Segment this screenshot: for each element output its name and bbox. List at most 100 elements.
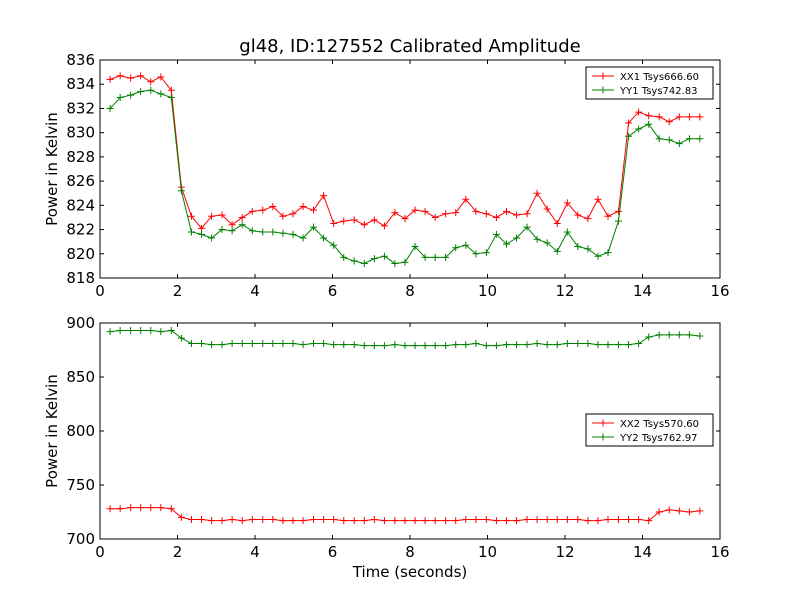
data-point xyxy=(157,73,165,81)
data-point xyxy=(696,113,704,121)
data-point xyxy=(584,340,592,348)
data-point xyxy=(462,241,470,249)
data-point xyxy=(167,505,175,513)
data-point xyxy=(198,516,206,524)
data-point xyxy=(421,207,429,215)
data-point xyxy=(299,234,307,242)
data-point xyxy=(106,104,114,112)
data-point xyxy=(675,507,683,515)
data-point xyxy=(411,517,419,525)
y-axis-label: Power in Kelvin xyxy=(43,112,61,226)
data-point xyxy=(411,206,419,214)
data-point xyxy=(442,210,450,218)
chart-2: 0 2 4 6 8 10 12 14 16 700 750 800 850 900 Time (second… xyxy=(43,314,730,581)
data-point xyxy=(269,228,277,236)
data-point xyxy=(655,135,663,143)
legend-label: XX2 Tsys570.60 xyxy=(620,419,699,430)
data-point xyxy=(533,340,541,348)
y-tick-label: 820 xyxy=(66,245,95,263)
data-point xyxy=(187,228,195,236)
data-point xyxy=(563,340,571,348)
data-point xyxy=(147,327,155,335)
data-point xyxy=(411,243,419,251)
x-tick-label: 6 xyxy=(328,282,338,300)
data-point xyxy=(187,516,195,524)
data-point xyxy=(431,342,439,350)
data-point xyxy=(106,328,114,336)
data-point xyxy=(685,113,693,121)
data-point xyxy=(279,212,287,220)
data-point xyxy=(177,334,185,342)
data-point xyxy=(116,327,124,335)
data-point xyxy=(513,211,521,219)
data-point xyxy=(401,215,409,223)
data-point xyxy=(350,517,358,525)
data-point xyxy=(299,517,307,525)
data-point xyxy=(513,341,521,349)
x-tick-label: 6 xyxy=(328,543,338,561)
data-point xyxy=(584,245,592,253)
data-point xyxy=(502,207,510,215)
data-point xyxy=(238,221,246,229)
series-1 xyxy=(106,504,704,525)
data-point xyxy=(208,212,216,220)
legend-label: YY1 Tsys742.83 xyxy=(619,86,698,97)
x-tick-label: 8 xyxy=(405,282,415,300)
y-tick-label: 700 xyxy=(66,530,95,548)
data-point xyxy=(584,517,592,525)
data-point xyxy=(360,221,368,229)
y-tick-label: 826 xyxy=(66,172,95,190)
data-point xyxy=(492,342,500,350)
data-point xyxy=(279,340,287,348)
data-point xyxy=(614,516,622,524)
data-point xyxy=(330,220,338,227)
data-point xyxy=(614,207,622,215)
data-point xyxy=(259,340,267,348)
x-tick-label: 12 xyxy=(555,282,574,300)
data-point xyxy=(635,108,643,116)
data-point xyxy=(401,342,409,350)
data-point xyxy=(655,508,663,516)
data-point xyxy=(482,516,490,524)
data-point xyxy=(299,341,307,349)
data-point xyxy=(482,249,490,257)
data-point xyxy=(574,340,582,348)
data-point xyxy=(167,94,175,102)
data-point xyxy=(421,517,429,525)
data-point xyxy=(513,517,521,525)
data-point xyxy=(553,220,561,227)
data-point xyxy=(625,119,633,127)
data-point xyxy=(411,342,419,350)
data-point xyxy=(604,249,612,257)
data-point xyxy=(137,504,145,512)
data-point xyxy=(391,341,399,349)
data-point xyxy=(198,224,206,232)
data-point xyxy=(320,192,328,200)
data-point xyxy=(380,252,388,260)
data-point xyxy=(442,342,450,350)
data-point xyxy=(543,239,551,247)
data-point xyxy=(685,508,693,516)
x-tick-label: 10 xyxy=(478,543,497,561)
data-point xyxy=(574,516,582,524)
data-point xyxy=(645,333,653,341)
data-point xyxy=(177,187,185,195)
data-point xyxy=(696,332,704,340)
data-point xyxy=(238,213,246,221)
data-point xyxy=(685,331,693,339)
data-point xyxy=(401,258,409,266)
data-point xyxy=(269,340,277,348)
data-point xyxy=(340,517,348,525)
data-point xyxy=(187,212,195,220)
data-point xyxy=(665,506,673,514)
data-point xyxy=(533,189,541,197)
data-point xyxy=(167,86,175,94)
data-point xyxy=(472,516,480,524)
x-tick-label: 4 xyxy=(250,282,260,300)
data-point xyxy=(289,517,297,525)
data-point xyxy=(340,217,348,225)
data-point xyxy=(116,94,124,102)
y-tick-label: 832 xyxy=(66,99,95,117)
data-point xyxy=(462,195,470,203)
data-point xyxy=(370,255,378,263)
